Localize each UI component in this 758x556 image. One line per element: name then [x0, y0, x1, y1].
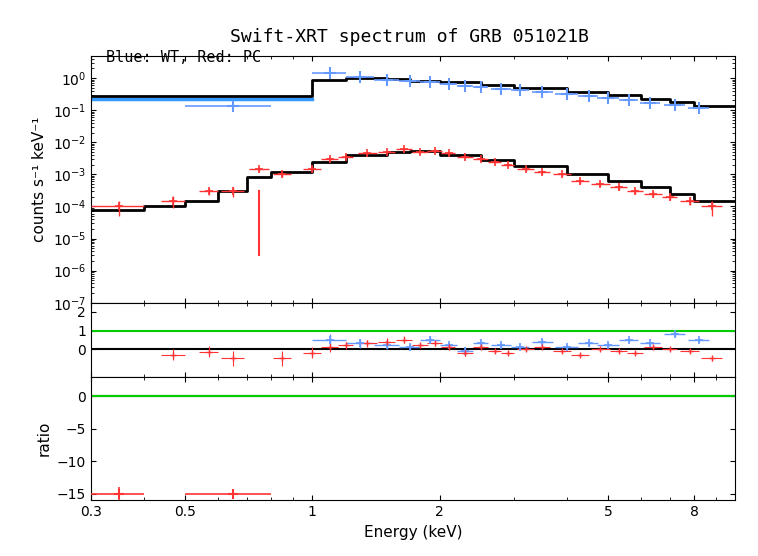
X-axis label: Energy (keV): Energy (keV) — [364, 525, 462, 540]
Y-axis label: counts s⁻¹ keV⁻¹: counts s⁻¹ keV⁻¹ — [32, 116, 47, 242]
Y-axis label: ratio: ratio — [36, 421, 52, 456]
Text: Blue: WT, Red: PC: Blue: WT, Red: PC — [106, 50, 262, 65]
Text: Swift-XRT spectrum of GRB 051021B: Swift-XRT spectrum of GRB 051021B — [230, 28, 589, 46]
